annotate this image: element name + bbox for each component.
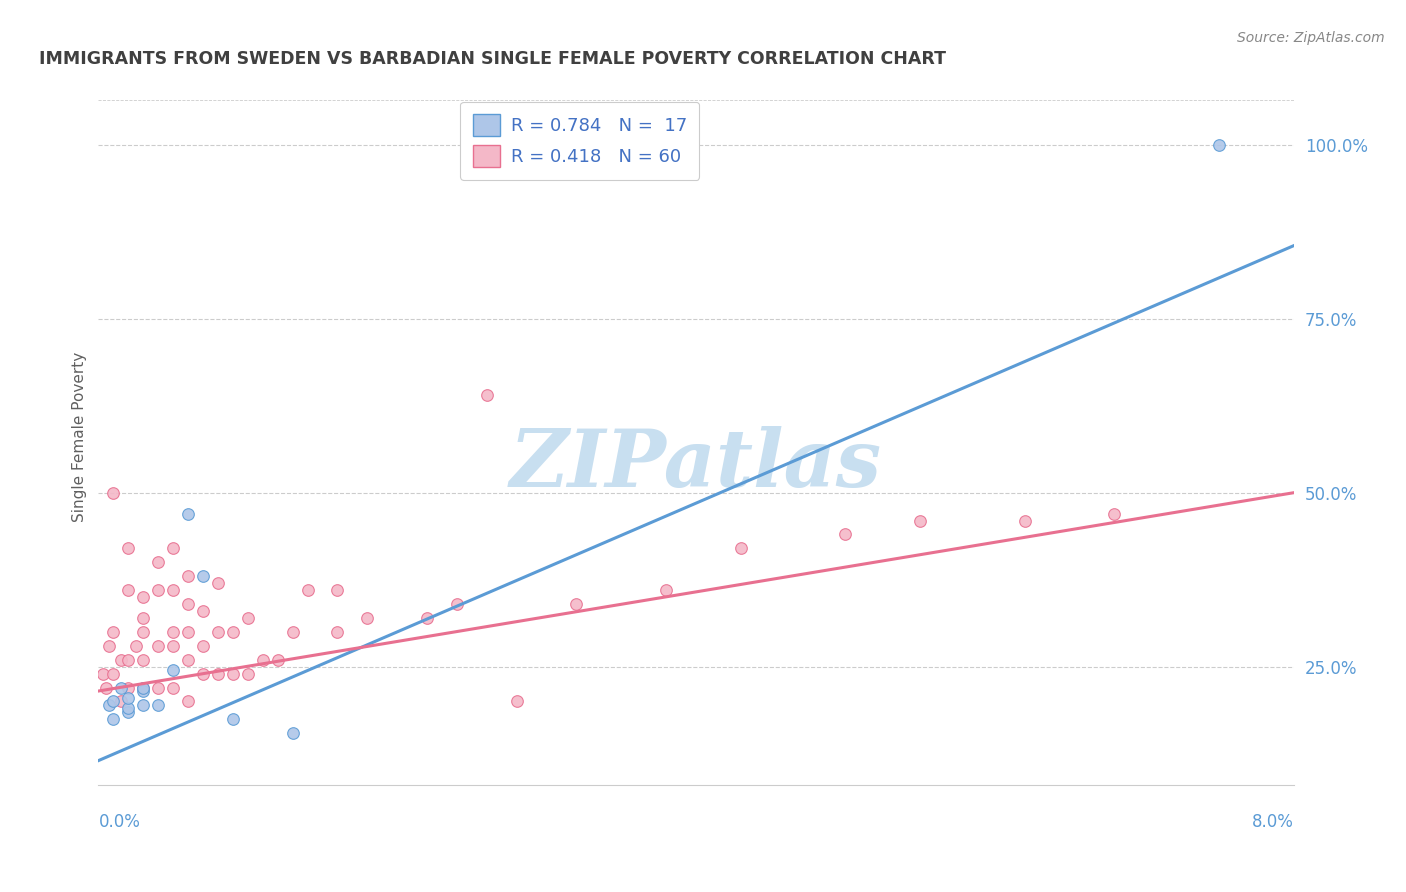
Point [177,694,200,708]
Point [506,694,529,708]
Point [834,527,856,541]
Point [207,666,229,681]
Point [207,576,229,591]
Point [655,583,678,598]
Point [148,555,170,569]
Point [117,690,139,705]
Point [565,597,588,611]
Point [326,583,349,598]
Point [1104,507,1126,521]
Point [177,624,200,639]
Point [908,514,931,528]
Point [132,681,155,695]
Point [110,694,132,708]
Y-axis label: Single Female Poverty: Single Female Poverty [72,352,87,522]
Point [132,611,155,625]
Point [281,624,304,639]
Point [117,541,139,556]
Text: IMMIGRANTS FROM SWEDEN VS BARBADIAN SINGLE FEMALE POVERTY CORRELATION CHART: IMMIGRANTS FROM SWEDEN VS BARBADIAN SING… [39,50,946,68]
Point [177,507,200,521]
Point [132,653,155,667]
Point [117,583,139,598]
Point [236,666,259,681]
Point [177,653,200,667]
Point [103,666,125,681]
Point [267,653,290,667]
Point [117,681,139,695]
Point [730,541,752,556]
Point [416,611,439,625]
Point [97,698,120,712]
Point [222,624,245,639]
Point [97,639,120,653]
Point [162,583,184,598]
Point [132,624,155,639]
Point [148,681,170,695]
Point [162,624,184,639]
Point [297,583,319,598]
Point [177,569,200,583]
Point [191,639,214,653]
Point [326,624,349,639]
Point [110,653,132,667]
Point [191,666,214,681]
Point [191,604,214,618]
Point [148,639,170,653]
Point [110,681,132,695]
Point [132,698,155,712]
Point [177,597,200,611]
Point [132,590,155,604]
Point [94,681,117,695]
Point [1014,514,1036,528]
Point [1208,137,1230,152]
Point [356,611,378,625]
Point [162,541,184,556]
Point [103,624,125,639]
Point [103,485,125,500]
Point [117,653,139,667]
Point [162,681,184,695]
Point [191,569,214,583]
Point [148,583,170,598]
Point [103,712,125,726]
Point [236,611,259,625]
Text: 8.0%: 8.0% [1251,813,1294,830]
Point [475,388,498,402]
Point [207,624,229,639]
Point [252,653,274,667]
Text: 0.0%: 0.0% [98,813,141,830]
Point [132,681,155,695]
Point [222,712,245,726]
Point [162,663,184,677]
Point [117,705,139,719]
Point [103,694,125,708]
Point [117,701,139,715]
Text: ZIPatlas: ZIPatlas [510,426,882,504]
Point [132,684,155,698]
Point [222,666,245,681]
Point [125,639,148,653]
Point [281,726,304,740]
Point [446,597,468,611]
Point [148,698,170,712]
Text: Source: ZipAtlas.com: Source: ZipAtlas.com [1237,31,1385,45]
Point [162,639,184,653]
Legend: R = 0.784   N =  17, R = 0.418   N = 60: R = 0.784 N = 17, R = 0.418 N = 60 [460,102,699,180]
Point [91,666,114,681]
